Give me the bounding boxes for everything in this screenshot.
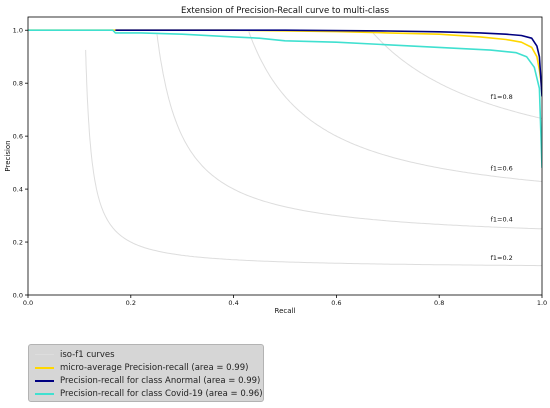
x-tick-label: 0.6: [331, 299, 341, 307]
plot-area: [28, 17, 542, 295]
series-lines: [28, 29, 542, 168]
x-tick-label: 0.2: [126, 299, 136, 307]
iso-f1-curve: [248, 31, 542, 182]
iso-f1-label: f1=0.8: [491, 93, 513, 101]
iso-f1-labels: f1=0.2 f1=0.4 f1=0.6 f1=0.8: [491, 93, 513, 262]
y-tick-label: 1.0: [13, 27, 23, 35]
y-tick-label: 0.0: [13, 291, 23, 299]
series-line-1: [115, 29, 542, 97]
iso-f1-label: f1=0.2: [491, 254, 513, 262]
x-axis-ticks: 0.0 0.2 0.4 0.6 0.8 1.0: [23, 295, 547, 307]
plot-frame: [27, 16, 543, 296]
legend-swatch-anormal: [35, 379, 54, 382]
legend-swatch-micro-average: [35, 366, 54, 369]
legend-label-covid19: Precision-recall for class Covid-19 (are…: [60, 388, 263, 399]
x-tick-label: 1.0: [537, 299, 547, 307]
x-tick-label: 0.8: [434, 299, 444, 307]
legend-swatch-iso-f1: [35, 354, 54, 355]
iso-f1-label: f1=0.4: [491, 216, 513, 224]
y-axis-ticks: 0.0 0.2 0.4 0.6 0.8 1.0: [13, 27, 28, 299]
legend-item-anormal: Precision-recall for class Anormal (area…: [35, 374, 261, 387]
x-tick-label: 0.4: [228, 299, 238, 307]
iso-f1-curves: [85, 30, 542, 267]
x-tick-label: 0.0: [23, 299, 33, 307]
y-axis-label: Precision: [4, 140, 12, 171]
legend-item-iso-f1: iso-f1 curves: [35, 348, 257, 361]
y-tick-label: 0.8: [13, 79, 23, 87]
legend-item-micro-average: micro-average Precision-recall (area = 0…: [35, 361, 257, 374]
y-tick-label: 0.4: [13, 185, 23, 193]
iso-f1-curve: [156, 34, 542, 230]
x-axis-label: Recall: [275, 307, 296, 315]
y-tick-label: 0.6: [13, 132, 23, 140]
iso-f1-label: f1=0.6: [491, 165, 513, 173]
series-line-2: [28, 29, 542, 168]
y-tick-label: 0.2: [13, 238, 23, 246]
legend-label-iso-f1: iso-f1 curves: [60, 349, 115, 360]
iso-f1-curve: [85, 49, 542, 267]
legend-label-anormal: Precision-recall for class Anormal (area…: [60, 375, 261, 386]
chart-title: Extension of Precision-Recall curve to m…: [181, 6, 390, 16]
legend-item-covid19: Precision-recall for class Covid-19 (are…: [35, 387, 263, 400]
iso-f1-curve: [370, 30, 542, 119]
legend-label-micro-average: micro-average Precision-recall (area = 0…: [60, 362, 249, 373]
chart-legend: iso-f1 curves micro-average Precision-re…: [28, 344, 264, 402]
legend-swatch-covid19: [35, 392, 54, 395]
